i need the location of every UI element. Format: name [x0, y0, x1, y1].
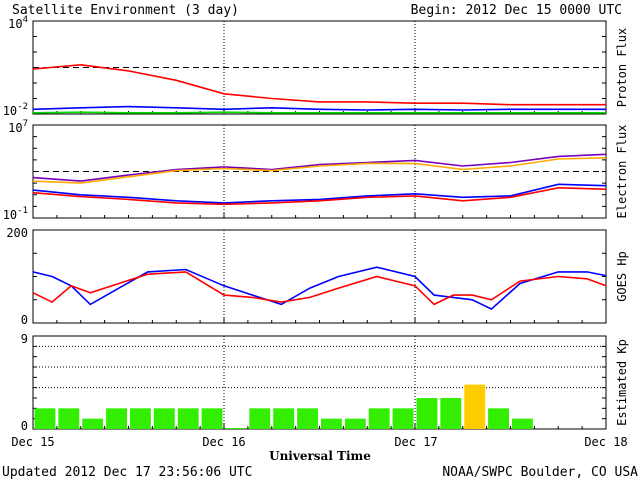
- kp-bar: [344, 418, 366, 429]
- kp-bar: [392, 408, 414, 429]
- kp-bar: [512, 418, 533, 429]
- kp-bar: [225, 427, 247, 429]
- x-tick-label: Dec 16: [202, 435, 245, 449]
- source-credit: NOAA/SWPC Boulder, CO USA: [442, 465, 638, 480]
- series-line-red: [32, 271, 607, 306]
- y-axis-label: Electron Flux: [615, 125, 629, 219]
- kp-bar: [177, 408, 199, 429]
- y-axis-label: Estimated Kp: [615, 339, 629, 426]
- y-axis-label: GOES Hp: [615, 251, 629, 302]
- kp-bar: [464, 384, 486, 429]
- x-tick-label: Dec 18: [584, 435, 627, 449]
- series-line-blue: [32, 183, 607, 204]
- kp-bar: [34, 408, 56, 429]
- series-line-blue: [32, 266, 607, 311]
- updated-time: Updated 2012 Dec 17 23:56:06 UTC: [2, 465, 252, 480]
- kp-bar: [106, 408, 127, 429]
- series-line-green: [32, 111, 606, 114]
- kp-bar: [82, 418, 104, 429]
- goes-hp-panel: 200 0 GOES Hp: [6, 226, 629, 327]
- kp-bar: [153, 408, 175, 429]
- y-tick-label: 9: [21, 332, 28, 346]
- kp-bar: [297, 408, 318, 429]
- chart-title: Satellite Environment (3 day): [12, 3, 239, 18]
- y-axis-label: Proton Flux: [615, 28, 629, 107]
- y-tick-label: 200: [6, 226, 28, 240]
- kp-bar: [440, 398, 462, 429]
- series-line-orange: [32, 157, 607, 184]
- kp-bar: [58, 408, 80, 429]
- kp-bar: [416, 398, 438, 429]
- series-line-purple: [32, 153, 607, 182]
- x-axis-label: Universal Time: [269, 449, 371, 463]
- x-tick-label: Dec 17: [394, 435, 437, 449]
- x-tick-label: Dec 15: [11, 435, 54, 449]
- kp-bar: [273, 408, 295, 429]
- estimated-kp-panel: 9 0 Estimated Kp: [21, 332, 629, 433]
- begin-time: Begin: 2012 Dec 15 0000 UTC: [411, 3, 622, 18]
- series-line-red: [32, 63, 606, 106]
- series-line-blue: [32, 105, 606, 111]
- kp-bar: [201, 408, 223, 429]
- kp-bar: [130, 408, 151, 429]
- kp-bar: [321, 418, 342, 429]
- y-tick-label: 0: [21, 313, 28, 327]
- series-line-red: [32, 186, 607, 206]
- kp-bar: [249, 408, 271, 429]
- kp-bar: [488, 408, 509, 429]
- y-tick-label: 0: [21, 419, 28, 433]
- kp-bar: [368, 408, 390, 429]
